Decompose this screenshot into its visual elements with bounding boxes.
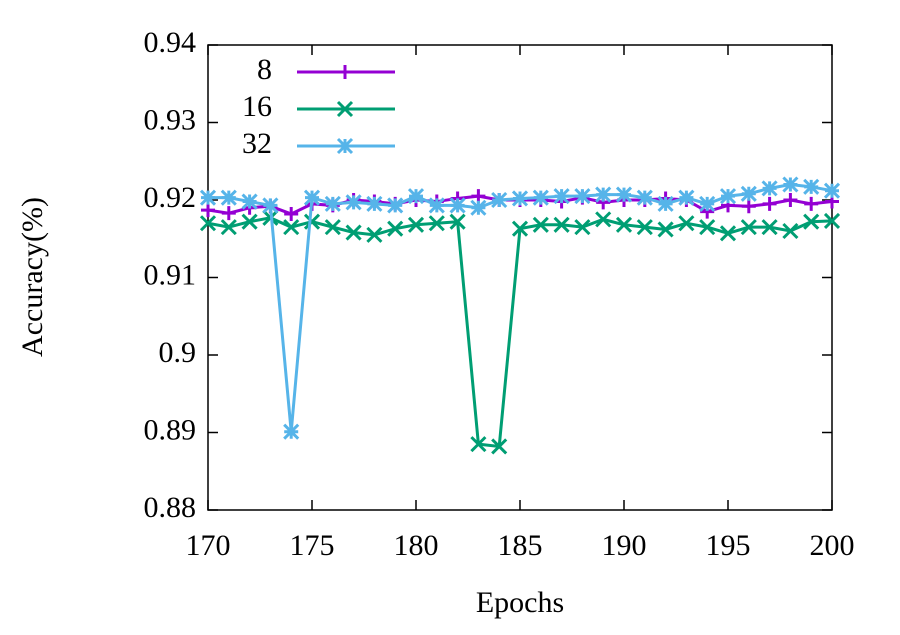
point-marker: [782, 222, 799, 240]
point-marker: [595, 211, 612, 228]
point-marker: [511, 220, 529, 237]
legend-label: 8: [257, 53, 272, 86]
point-marker: [387, 220, 404, 237]
legend-marker: [336, 100, 354, 118]
x-tick-label: 175: [290, 529, 335, 562]
point-marker: [574, 219, 591, 236]
point-marker: [532, 189, 549, 206]
y-tick-label: 0.9: [159, 336, 197, 369]
x-tick-label: 190: [602, 529, 647, 562]
x-tick-label: 180: [394, 529, 439, 562]
point-marker: [491, 438, 508, 455]
point-marker: [511, 190, 529, 207]
point-marker: [636, 189, 653, 206]
point-marker: [678, 189, 695, 206]
point-marker: [741, 199, 756, 214]
point-marker: [407, 188, 425, 205]
point-marker: [303, 189, 321, 206]
point-marker: [719, 188, 737, 205]
point-marker: [532, 216, 549, 233]
point-marker: [636, 219, 653, 236]
legend-label: 16: [242, 90, 272, 123]
point-marker: [782, 176, 799, 193]
point-marker: [303, 213, 321, 230]
plot-border: [207, 44, 833, 511]
point-marker: [201, 203, 215, 218]
y-tick-label: 0.92: [144, 181, 197, 214]
point-marker: [199, 189, 217, 206]
point-marker: [199, 215, 217, 232]
x-tick-label: 200: [810, 529, 855, 562]
point-marker: [407, 216, 425, 233]
x-tick-label: 185: [498, 529, 543, 562]
y-tick-label: 0.89: [144, 413, 197, 446]
point-marker: [345, 224, 362, 241]
point-marker: [804, 196, 819, 211]
point-marker: [761, 219, 778, 236]
point-marker: [262, 197, 279, 214]
point-marker: [678, 215, 695, 232]
point-marker: [241, 193, 258, 210]
point-marker: [241, 213, 258, 230]
point-marker: [595, 186, 612, 203]
point-marker: [762, 196, 777, 211]
y-tick-label: 0.88: [144, 491, 197, 524]
legend-marker: [336, 137, 354, 155]
point-marker: [823, 182, 841, 199]
x-tick-label: 195: [706, 529, 751, 562]
point-marker: [366, 226, 383, 243]
x-tick-label: 170: [186, 529, 231, 562]
point-marker: [366, 195, 383, 212]
y-tick-label: 0.91: [144, 258, 197, 291]
point-marker: [553, 188, 570, 205]
y-tick-label: 0.94: [144, 26, 197, 59]
point-marker: [803, 213, 820, 230]
point-marker: [449, 213, 466, 230]
point-marker: [470, 199, 487, 216]
series-line: [207, 216, 833, 449]
y-axis-label: Accuracy(%): [16, 197, 49, 357]
point-marker: [324, 219, 341, 236]
point-marker: [324, 195, 341, 212]
point-marker: [449, 197, 466, 214]
series-line: [208, 182, 833, 432]
legend-label: 32: [242, 127, 272, 160]
point-marker: [491, 191, 508, 209]
point-marker: [284, 206, 299, 221]
point-marker: [783, 193, 798, 207]
point-marker: [428, 215, 445, 232]
point-marker: [803, 178, 820, 195]
point-marker: [823, 212, 841, 229]
legend-marker: [338, 65, 352, 79]
point-marker: [470, 436, 487, 453]
point-marker: [345, 194, 362, 211]
point-marker: [553, 216, 570, 233]
point-marker: [740, 219, 757, 236]
y-tick-label: 0.93: [144, 103, 197, 136]
point-marker: [283, 423, 300, 440]
point-marker: [574, 188, 591, 205]
point-marker: [387, 197, 404, 214]
point-marker: [428, 197, 445, 214]
point-marker: [761, 180, 778, 197]
point-marker: [699, 195, 716, 212]
point-marker: [220, 219, 237, 236]
point-marker: [719, 225, 737, 242]
point-marker: [221, 206, 236, 221]
point-marker: [657, 195, 674, 212]
point-marker: [657, 221, 674, 238]
point-marker: [283, 219, 300, 236]
point-marker: [615, 186, 633, 203]
x-axis-label: Epochs: [476, 586, 564, 619]
point-marker: [220, 189, 237, 206]
point-marker: [615, 216, 633, 233]
point-marker: [740, 185, 757, 202]
point-marker: [699, 219, 716, 236]
